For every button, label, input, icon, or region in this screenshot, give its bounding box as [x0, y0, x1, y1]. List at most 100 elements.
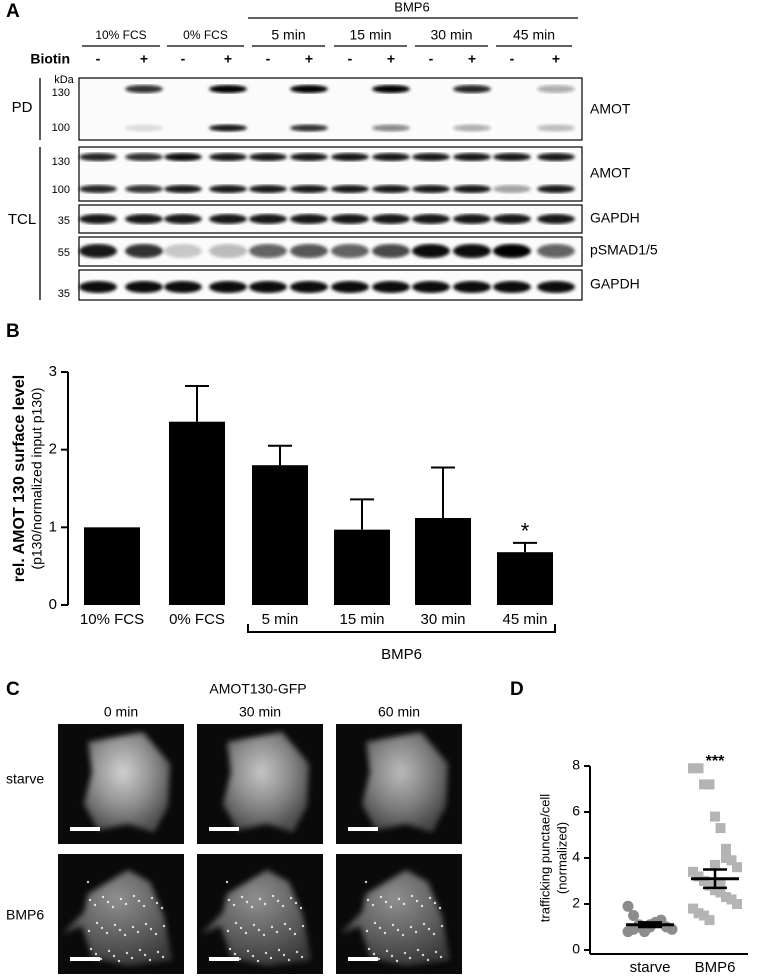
treatment-label: BMP6 [394, 0, 429, 14]
bar [84, 527, 140, 605]
puncta [426, 958, 430, 962]
blot-band [372, 85, 410, 93]
puncta [403, 951, 407, 955]
blot-band [290, 153, 328, 161]
puncta [150, 896, 154, 900]
puncta [95, 921, 99, 925]
puncta [149, 927, 153, 931]
puncta [161, 955, 165, 959]
puncta [433, 901, 437, 905]
data-point [693, 763, 704, 774]
blot-band [164, 185, 202, 193]
puncta [372, 952, 376, 956]
puncta [383, 931, 387, 935]
puncta [271, 894, 275, 898]
blot-band [537, 214, 575, 224]
blot-band [331, 244, 369, 258]
puncta [377, 957, 381, 961]
puncta [367, 947, 371, 951]
puncta [251, 954, 255, 958]
puncta [225, 880, 229, 884]
scale-bar [348, 827, 378, 831]
data-point [732, 899, 742, 909]
blot-band [493, 153, 531, 161]
lane-label: - [96, 51, 101, 67]
blot-band [493, 281, 531, 293]
data-point [710, 885, 720, 896]
blot-band [537, 85, 575, 93]
puncta [137, 899, 141, 903]
puncta [438, 906, 442, 910]
blot-band [453, 281, 491, 293]
blot-band [290, 281, 328, 293]
puncta [289, 896, 293, 900]
blot-band [537, 153, 575, 161]
blot-band [453, 124, 491, 132]
kda-marker: 100 [52, 122, 70, 134]
puncta [112, 954, 116, 958]
y-axis-subtitle: (p130/normalized input p130) [29, 387, 45, 569]
blot-band [290, 124, 328, 132]
puncta [246, 949, 250, 953]
blot-band [537, 185, 575, 193]
puncta [264, 951, 268, 955]
y-tick-label: 4 [572, 849, 580, 865]
kda-marker: 55 [58, 247, 70, 259]
blot-band [209, 281, 247, 293]
data-point [715, 887, 726, 898]
blot-band [372, 153, 410, 161]
puncta [422, 922, 426, 926]
puncta [226, 929, 230, 933]
bar [252, 465, 308, 605]
puncta [144, 922, 148, 926]
row-label: BMP6 [6, 907, 44, 923]
blot-band [249, 185, 287, 193]
puncta [155, 901, 159, 905]
puncta [283, 922, 287, 926]
puncta [269, 956, 273, 960]
puncta [87, 929, 91, 933]
data-point [699, 779, 709, 790]
y-tick-label: 2 [49, 441, 57, 458]
blot-band [412, 281, 450, 293]
data-point [715, 823, 726, 834]
lane-label: + [224, 51, 232, 67]
blot-label: pSMAD1/5 [590, 242, 658, 258]
blot-band [537, 244, 575, 258]
blot-band [372, 185, 410, 193]
blot-band [125, 85, 163, 93]
group-label: 10% FCS [95, 28, 146, 42]
significance: *** [706, 753, 725, 770]
puncta [395, 959, 399, 963]
blot-band [331, 185, 369, 193]
puncta [256, 959, 260, 963]
kda-marker: 35 [58, 288, 70, 300]
panel-c-title: AMOT130-GFP [209, 681, 306, 697]
lane-label: - [429, 51, 434, 67]
cell [62, 870, 172, 966]
blot-label: AMOT [590, 101, 631, 117]
puncta [257, 928, 261, 932]
puncta [138, 948, 142, 952]
puncta [371, 903, 375, 907]
puncta [93, 903, 97, 907]
blot-label: GAPDH [590, 210, 640, 226]
lane-label: - [181, 51, 186, 67]
puncta [439, 955, 443, 959]
blot-band [209, 214, 247, 224]
puncta [233, 952, 237, 956]
x-tick-label: starve [630, 959, 671, 976]
x-tick-label: BMP6 [695, 959, 736, 976]
puncta [131, 925, 135, 929]
puncta [162, 924, 166, 928]
column-label: 60 min [378, 704, 420, 720]
puncta [365, 929, 369, 933]
data-point [622, 900, 634, 912]
bar [497, 552, 553, 605]
error-bar [703, 868, 727, 890]
y-tick-label: 1 [49, 518, 57, 535]
puncta [391, 923, 395, 927]
blot-band [125, 281, 163, 293]
blot-band [249, 153, 287, 161]
cell [362, 732, 448, 832]
